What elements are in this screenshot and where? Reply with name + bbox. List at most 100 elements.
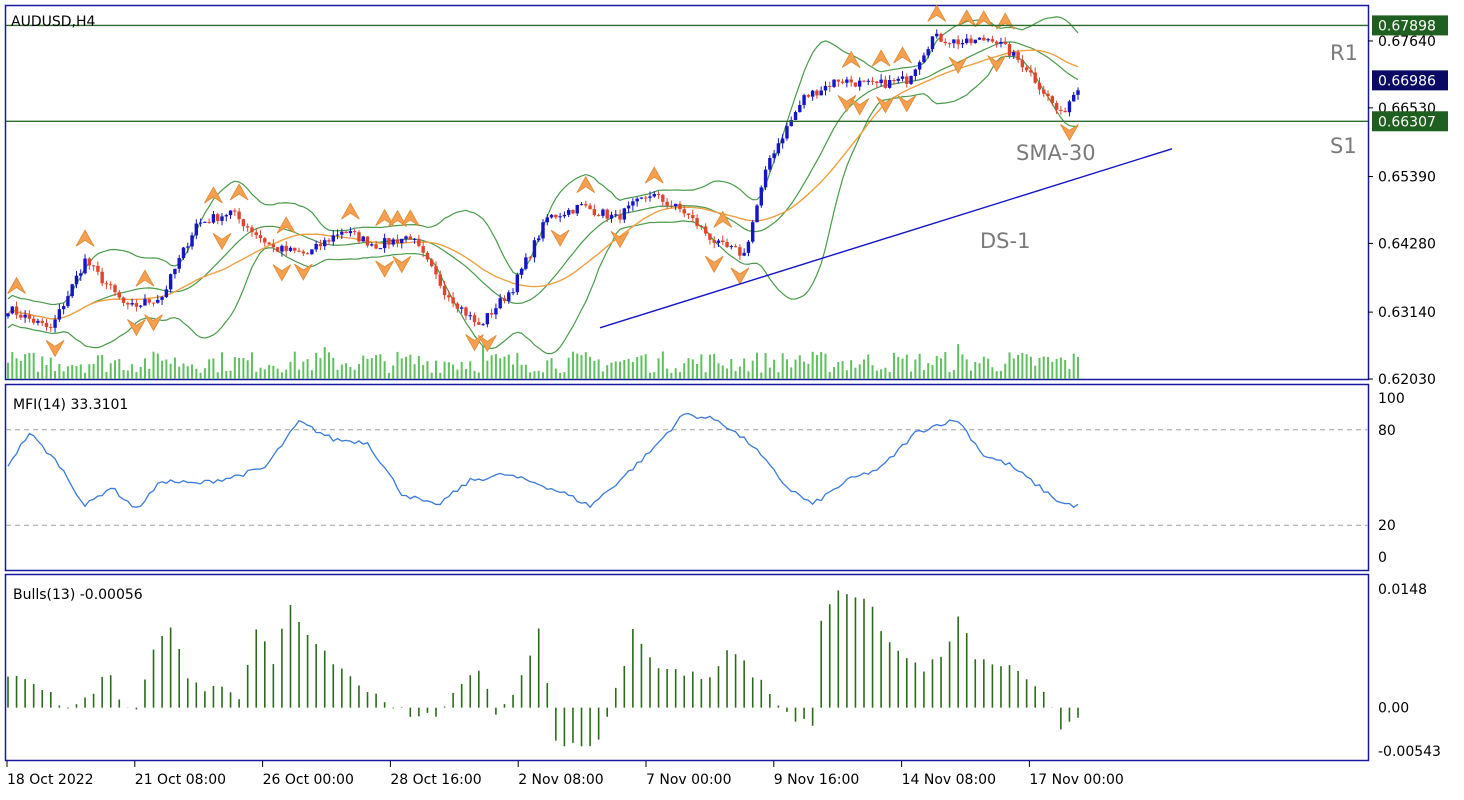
sma-30-line: [7, 49, 1079, 320]
candle: [472, 312, 477, 327]
candle: [558, 212, 562, 223]
fractal-down-arrow: [375, 260, 394, 278]
candle: [836, 79, 841, 87]
candle: [220, 212, 224, 226]
candle: [104, 280, 109, 289]
candle: [387, 237, 391, 249]
candle: [725, 238, 729, 249]
candle: [464, 306, 468, 321]
candle: [335, 229, 340, 240]
fractal-down-arrow: [465, 334, 484, 352]
candle: [442, 281, 447, 300]
fractal-up-arrow: [135, 269, 155, 287]
trendline-ds1: [599, 148, 1173, 329]
fractal-down-arrow: [144, 314, 163, 332]
fractal-up-arrow: [713, 210, 733, 228]
candle: [207, 218, 211, 224]
candle: [498, 293, 502, 310]
candle: [250, 225, 254, 237]
candle: [370, 242, 374, 247]
candle: [1072, 91, 1076, 102]
mfi-panel: 100 80 20 0: [6, 391, 1405, 566]
mfi-tick-label: 80: [1378, 423, 1396, 439]
fractal-down-arrow: [850, 98, 870, 116]
candle: [134, 299, 139, 312]
candle: [91, 264, 96, 271]
candle: [121, 296, 126, 307]
mfi-panel-frame: [4, 383, 1370, 572]
candle: [203, 221, 207, 223]
candle: [626, 201, 631, 214]
candle: [977, 37, 982, 40]
fractal-up-arrow: [644, 166, 664, 184]
price-tick-label: 0.64280: [1378, 236, 1436, 252]
fractal-up-arrow: [871, 49, 891, 67]
price-axis: 0.676400.665300.653900.642800.631400.620…: [1368, 15, 1448, 388]
candle: [798, 100, 802, 113]
candle: [323, 237, 327, 251]
candle: [785, 122, 789, 141]
fractal-up-arrow: [276, 216, 296, 234]
price-tick-label: 0.65390: [1378, 170, 1436, 186]
candle: [156, 295, 160, 304]
candle: [566, 208, 571, 218]
price-badge: [1372, 111, 1448, 132]
fractal-up-arrow: [957, 9, 977, 27]
candle: [190, 232, 194, 250]
candle: [297, 247, 301, 253]
candle: [391, 237, 395, 247]
fractal-up-arrow: [400, 209, 420, 227]
candle: [639, 197, 644, 200]
candle: [695, 214, 699, 230]
candle: [849, 75, 853, 87]
candle: [584, 200, 588, 208]
candle: [892, 78, 896, 85]
candle: [357, 230, 361, 245]
fractal-down-arrow: [127, 319, 146, 337]
bulls-panel: 0.0148 0.00 -0.00543: [7, 582, 1441, 760]
candle: [656, 191, 661, 200]
candle: [1063, 107, 1067, 113]
volume-bars: [7, 344, 1079, 379]
bulls-panel-frame: [4, 573, 1370, 762]
candle: [254, 227, 258, 240]
candle: [425, 251, 430, 263]
mfi-tick-label: 0: [1378, 550, 1387, 566]
price-badge-label: 0.66986: [1378, 73, 1436, 89]
candle: [926, 46, 930, 59]
candle: [999, 37, 1003, 48]
candle: [40, 318, 44, 326]
candle: [314, 240, 318, 252]
candle: [755, 203, 759, 223]
candle: [83, 254, 87, 275]
candle: [459, 305, 464, 314]
candle: [562, 211, 567, 219]
candle: [305, 252, 310, 255]
candle: [549, 213, 554, 219]
candle: [228, 210, 233, 219]
time-tick-label: 21 Oct 08:00: [135, 772, 226, 788]
candle: [216, 212, 220, 225]
candle: [772, 149, 776, 163]
candle: [952, 39, 956, 49]
candle: [751, 219, 755, 244]
candle: [267, 241, 271, 245]
sma-line: [7, 49, 1079, 320]
candle: [198, 218, 203, 227]
candle: [935, 29, 939, 39]
mfi-line: [7, 412, 1079, 509]
time-axis: 18 Oct 2022 21 Oct 08:00 26 Oct 00:00 28 Oc…: [6, 761, 1124, 788]
candle: [194, 219, 199, 240]
candle: [10, 306, 14, 315]
candle: [275, 246, 280, 252]
candle: [1037, 77, 1042, 95]
candle: [66, 290, 70, 309]
candle: [1024, 65, 1029, 73]
level-label-s1: S1: [1330, 134, 1357, 158]
candle: [100, 267, 104, 287]
fractal-up-arrow: [7, 276, 26, 294]
candle: [502, 295, 507, 304]
candle: [609, 211, 614, 223]
price-badge: [1372, 15, 1448, 36]
candle: [31, 315, 36, 325]
